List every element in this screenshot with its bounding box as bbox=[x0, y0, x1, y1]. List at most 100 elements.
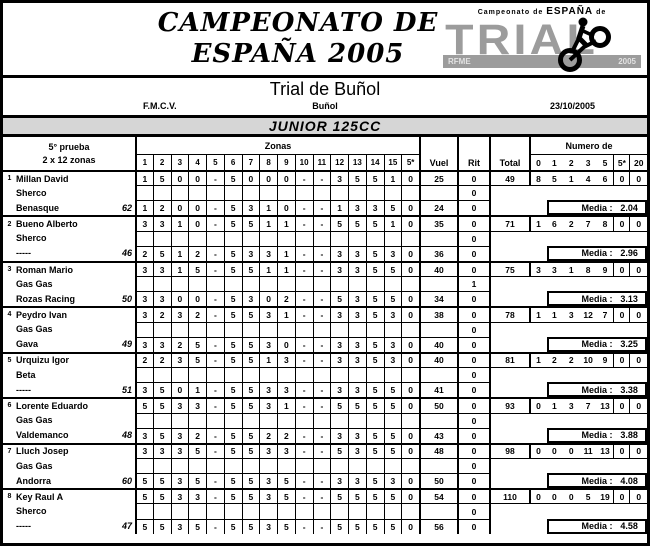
zone-score: - bbox=[206, 215, 224, 231]
trial-logo-topline: Campeonato de ESPAÑA de bbox=[443, 6, 641, 17]
zone-score: 3 bbox=[259, 473, 277, 489]
zone-score: 5 bbox=[383, 397, 402, 413]
zone-score: 5 bbox=[330, 215, 348, 231]
zone-score: 3 bbox=[135, 427, 153, 443]
media-area: Media : 4.08 bbox=[489, 473, 647, 489]
zone-score: - bbox=[206, 518, 224, 534]
zone-empty bbox=[135, 457, 153, 474]
rider-bib-number: 46 bbox=[121, 248, 132, 259]
zone-empty bbox=[365, 503, 384, 519]
zone-empty bbox=[294, 230, 313, 246]
zone-score: 5 bbox=[152, 382, 171, 398]
zone-score: 1 bbox=[277, 215, 295, 231]
zone-score: 1 bbox=[170, 245, 189, 261]
zone-score: 0 bbox=[170, 170, 189, 186]
lap1-rit: 0 bbox=[457, 215, 489, 231]
lap1-total: 40 bbox=[419, 351, 457, 368]
count-of-2: 0 bbox=[562, 488, 580, 503]
zone-empty bbox=[170, 321, 189, 337]
zone-empty bbox=[383, 457, 402, 474]
vuel-empty bbox=[419, 185, 457, 201]
zone-score: 5 bbox=[223, 397, 242, 413]
rider-brand-cell: Gas Gas bbox=[3, 458, 135, 473]
count-of-3: 11 bbox=[579, 442, 597, 458]
count-of-5star: 0 bbox=[613, 442, 630, 458]
zone-score: 0 bbox=[401, 245, 419, 261]
zone-score: 5 bbox=[330, 397, 348, 413]
zone-empty bbox=[241, 503, 260, 519]
championship-title-line2: ESPAÑA 2005 bbox=[191, 39, 405, 69]
zone-empty bbox=[223, 503, 242, 519]
zone-empty bbox=[241, 185, 260, 201]
count-of-1: 1 bbox=[545, 306, 563, 321]
count-of-5: 9 bbox=[596, 351, 614, 367]
zone-score: 5 bbox=[223, 306, 242, 322]
rit-column-header: Rit bbox=[457, 137, 489, 170]
zone-score: - bbox=[312, 245, 331, 261]
zone-score: 3 bbox=[348, 260, 366, 277]
zone-score: 2 bbox=[170, 336, 189, 352]
zone-score: 1 bbox=[170, 215, 189, 231]
rider-team-cell: Andorra 60 bbox=[3, 473, 135, 488]
zone-score: - bbox=[312, 518, 331, 534]
lap1-total: 25 bbox=[419, 170, 457, 186]
numero-col-header: 1 bbox=[545, 154, 563, 170]
zone-score: 5 bbox=[241, 473, 260, 489]
zone-score: - bbox=[206, 200, 224, 216]
zone-empty bbox=[294, 412, 313, 428]
zone-score: 5 bbox=[188, 518, 206, 534]
zone-score: 0 bbox=[259, 291, 277, 307]
rider-total: 49 bbox=[489, 170, 529, 186]
zone-score: 3 bbox=[348, 382, 366, 398]
zone-empty bbox=[188, 185, 206, 201]
zone-score: 5 bbox=[223, 200, 242, 216]
zone-score: 5 bbox=[152, 397, 171, 413]
zone-score: 0 bbox=[401, 351, 419, 368]
zone-score: 0 bbox=[401, 518, 419, 534]
lap2-total: 43 bbox=[419, 427, 457, 443]
zone-score: 5 bbox=[383, 488, 402, 504]
zone-score: 1 bbox=[170, 260, 189, 277]
media-value: 4.08 bbox=[620, 475, 638, 486]
zone-score: 5 bbox=[188, 351, 206, 368]
zone-empty bbox=[152, 412, 171, 428]
count-of-5: 13 bbox=[596, 442, 614, 458]
zone-score: 3 bbox=[348, 351, 366, 368]
lap1-rit: 0 bbox=[457, 442, 489, 458]
zone-score: 0 bbox=[277, 200, 295, 216]
rider-total: 78 bbox=[489, 306, 529, 322]
vuel-empty bbox=[419, 367, 457, 383]
zone-score: 5 bbox=[277, 518, 295, 534]
zone-empty bbox=[383, 230, 402, 246]
zone-score: 5 bbox=[241, 336, 260, 352]
zone-empty bbox=[170, 457, 189, 474]
vuel-empty bbox=[419, 321, 457, 337]
zone-empty bbox=[348, 230, 366, 246]
rider-total: 110 bbox=[489, 488, 529, 504]
zone-score: 5 bbox=[365, 170, 384, 186]
count-of-2: 1 bbox=[562, 170, 580, 185]
zonas-count-label: 2 x 12 zonas bbox=[42, 155, 96, 165]
rider-brand-cell: Gas Gas bbox=[3, 322, 135, 337]
zone-score: 5 bbox=[223, 473, 242, 489]
count-of-3: 4 bbox=[579, 170, 597, 185]
zone-score: 0 bbox=[401, 382, 419, 398]
zone-score: 5 bbox=[188, 473, 206, 489]
count-of-1: 5 bbox=[545, 170, 563, 185]
zone-score: 5 bbox=[365, 473, 384, 489]
zone-empty bbox=[383, 321, 402, 337]
zone-score: 3 bbox=[383, 473, 402, 489]
lap1-rit: 0 bbox=[457, 170, 489, 186]
zone-empty bbox=[241, 367, 260, 383]
event-date: 23/10/2005 bbox=[549, 101, 595, 111]
media-value: 3.25 bbox=[620, 339, 638, 350]
rider-name: Peydro Ivan bbox=[16, 309, 68, 320]
zone-score: 0 bbox=[401, 215, 419, 231]
zone-score: 2 bbox=[259, 427, 277, 443]
zone-score: - bbox=[294, 170, 313, 186]
zone-empty bbox=[348, 321, 366, 337]
count-of-5: 8 bbox=[596, 215, 614, 230]
zone-score: 1 bbox=[277, 397, 295, 413]
zone-empty bbox=[348, 276, 366, 292]
count-of-1: 2 bbox=[545, 351, 563, 367]
